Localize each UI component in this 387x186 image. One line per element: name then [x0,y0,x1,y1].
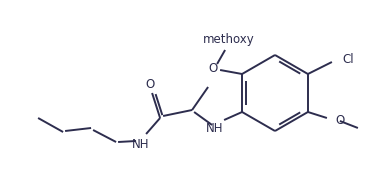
Text: O: O [335,113,344,126]
Text: O: O [209,62,218,75]
Text: Cl: Cl [342,52,354,65]
Text: NH: NH [132,137,150,150]
Text: O: O [146,78,155,91]
Text: methoxy: methoxy [203,33,255,46]
Text: NH: NH [206,123,224,135]
